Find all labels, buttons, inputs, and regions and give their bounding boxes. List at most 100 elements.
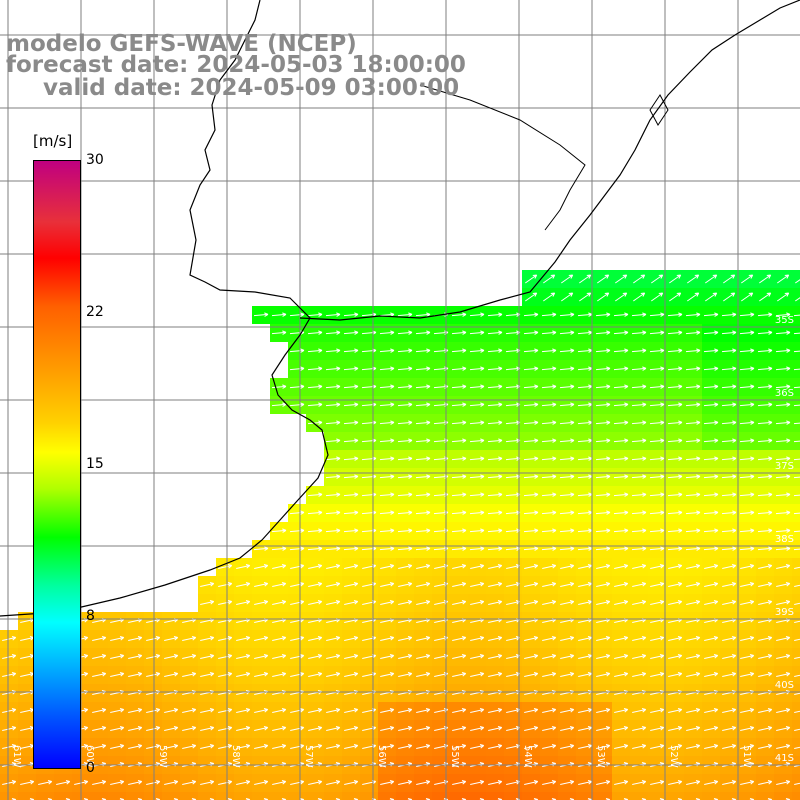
wind-arrow bbox=[469, 474, 485, 479]
wind-arrow bbox=[290, 726, 305, 731]
wind-arrow bbox=[289, 312, 305, 317]
wind-arrow bbox=[525, 274, 538, 284]
wind-arrow bbox=[182, 708, 197, 713]
wind-arrow bbox=[614, 636, 629, 641]
wind-arrow bbox=[685, 528, 701, 533]
wind-arrow bbox=[560, 780, 575, 785]
wind-arrow bbox=[470, 780, 485, 785]
wind-arrow bbox=[307, 330, 323, 335]
wind-arrow bbox=[703, 384, 719, 389]
wind-arrow bbox=[651, 274, 664, 284]
wind-arrow bbox=[631, 312, 647, 317]
wind-arrow bbox=[397, 510, 413, 515]
wind-arrow bbox=[416, 780, 431, 785]
wind-arrow bbox=[451, 438, 467, 443]
wind-arrow bbox=[633, 292, 646, 302]
wind-arrow bbox=[380, 636, 395, 641]
wind-arrow bbox=[794, 710, 800, 713]
wind-arrow bbox=[560, 600, 575, 605]
wind-speed-cell bbox=[522, 792, 540, 800]
wind-arrow bbox=[146, 636, 161, 641]
wind-arrow bbox=[649, 492, 665, 497]
wind-arrow bbox=[271, 528, 287, 533]
wind-arrow bbox=[703, 546, 719, 551]
longitude-label: 51W bbox=[741, 745, 752, 768]
wind-arrow bbox=[559, 312, 575, 317]
wind-arrow bbox=[326, 726, 341, 731]
wind-arrow bbox=[415, 312, 431, 317]
wind-arrow bbox=[667, 474, 683, 479]
wind-arrow bbox=[649, 402, 665, 407]
wind-arrow bbox=[667, 528, 683, 533]
wind-speed-cell bbox=[792, 558, 800, 576]
wind-arrow bbox=[146, 654, 161, 659]
wind-speed-cell bbox=[594, 792, 612, 800]
wind-arrow bbox=[793, 350, 800, 353]
wind-arrow bbox=[470, 600, 485, 605]
wind-arrow bbox=[685, 348, 701, 353]
wind-arrow bbox=[776, 780, 791, 785]
wind-arrow bbox=[703, 528, 719, 533]
wind-arrow bbox=[740, 636, 755, 641]
wind-arrow bbox=[380, 600, 395, 605]
wind-arrow bbox=[272, 672, 287, 677]
wind-arrow bbox=[614, 582, 629, 587]
wind-speed-cell bbox=[450, 792, 468, 800]
wind-arrow bbox=[236, 582, 251, 587]
wind-arrow bbox=[164, 726, 179, 731]
wind-arrow bbox=[775, 438, 791, 443]
wind-arrow bbox=[469, 366, 485, 371]
wind-arrow bbox=[577, 492, 593, 497]
wind-arrow bbox=[686, 780, 701, 785]
wind-speed-cell bbox=[216, 792, 234, 800]
wind-arrow bbox=[685, 402, 701, 407]
wind-arrow bbox=[650, 582, 665, 587]
wind-arrow bbox=[308, 582, 323, 587]
wind-arrow bbox=[469, 492, 485, 497]
wind-speed-cell bbox=[648, 792, 666, 800]
wind-arrow bbox=[722, 726, 737, 731]
wind-arrow bbox=[272, 564, 287, 569]
wind-arrow bbox=[487, 528, 503, 533]
wind-arrow bbox=[469, 420, 485, 425]
wind-arrow bbox=[128, 780, 143, 785]
wind-arrow bbox=[541, 420, 557, 425]
wind-arrow bbox=[595, 384, 611, 389]
wind-arrow bbox=[488, 564, 503, 569]
wind-arrow bbox=[577, 456, 593, 461]
wind-arrow bbox=[452, 708, 467, 713]
wind-arrow bbox=[559, 528, 575, 533]
wind-arrow bbox=[524, 600, 539, 605]
wind-arrow bbox=[739, 366, 755, 371]
wind-speed-cell bbox=[792, 792, 800, 800]
wind-arrow bbox=[775, 528, 791, 533]
wind-arrow bbox=[289, 510, 305, 515]
wind-arrow bbox=[542, 654, 557, 659]
wind-arrow bbox=[200, 708, 215, 713]
wind-arrow bbox=[398, 636, 413, 641]
wind-arrow bbox=[705, 274, 718, 284]
wind-arrow bbox=[92, 726, 107, 731]
wind-arrow bbox=[2, 654, 17, 659]
wind-arrow bbox=[613, 348, 629, 353]
wind-arrow bbox=[344, 582, 359, 587]
wind-arrow bbox=[452, 744, 467, 749]
wind-arrow bbox=[740, 600, 755, 605]
wind-arrow bbox=[253, 312, 269, 317]
wind-arrow bbox=[668, 708, 683, 713]
wind-arrow bbox=[793, 332, 800, 335]
wind-arrow bbox=[344, 600, 359, 605]
wind-arrow bbox=[218, 672, 233, 677]
wind-arrow bbox=[469, 438, 485, 443]
wind-arrow bbox=[668, 672, 683, 677]
wind-arrow bbox=[632, 582, 647, 587]
wind-arrow bbox=[343, 492, 359, 497]
wind-arrow bbox=[686, 654, 701, 659]
wind-arrow bbox=[343, 510, 359, 515]
wind-arrow bbox=[794, 602, 800, 605]
wind-arrow bbox=[668, 744, 683, 749]
wind-arrow bbox=[344, 654, 359, 659]
wind-arrow bbox=[739, 528, 755, 533]
wind-arrow bbox=[560, 654, 575, 659]
